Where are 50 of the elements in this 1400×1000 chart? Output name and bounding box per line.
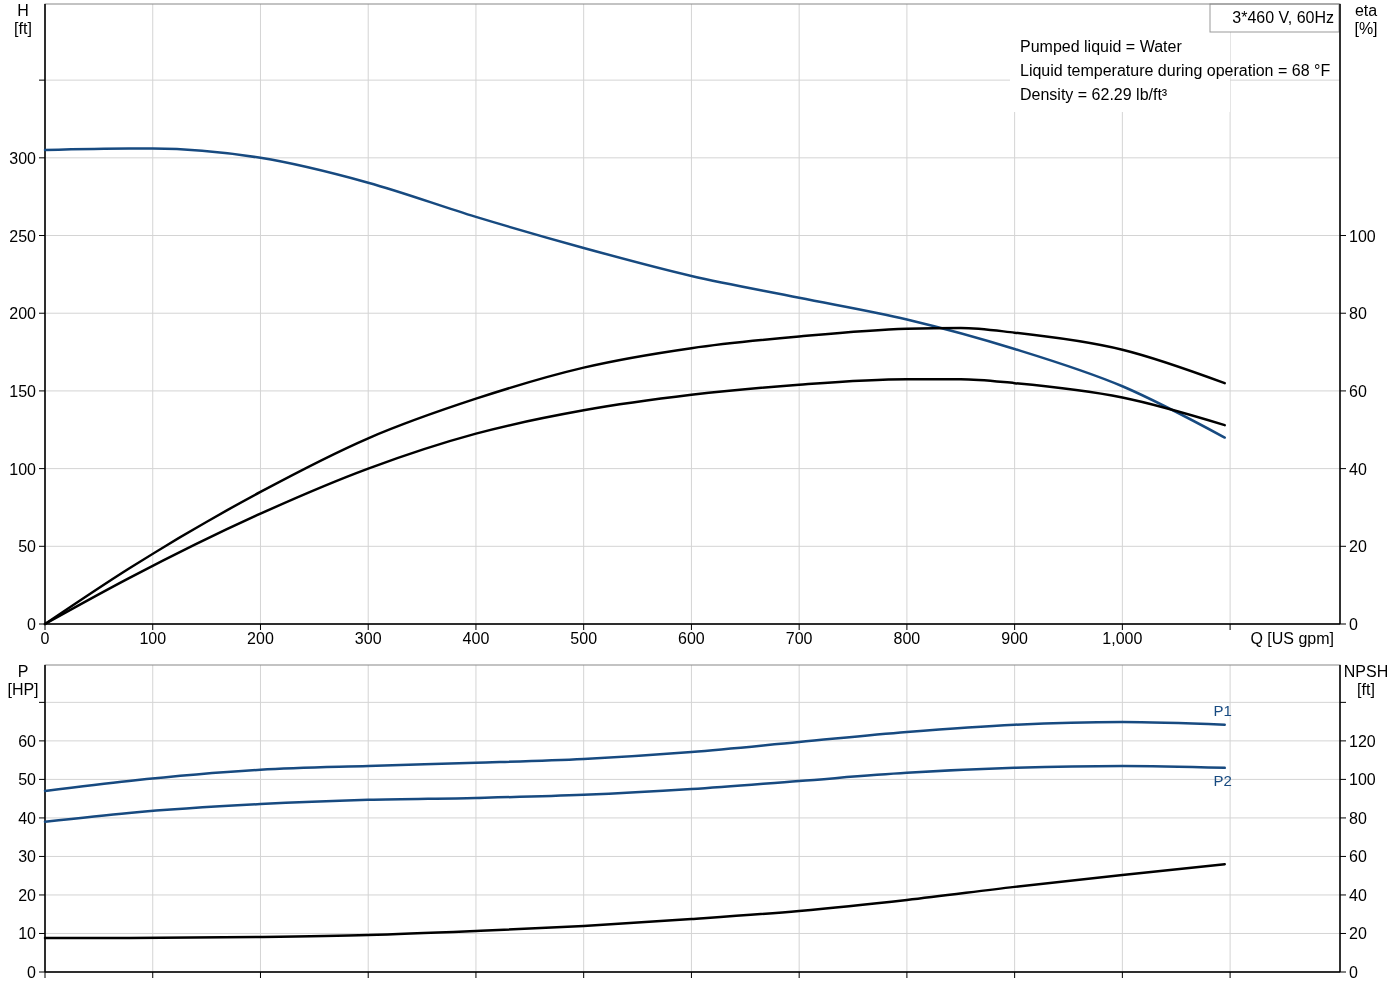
y2-tick-label: 0 — [1349, 616, 1358, 633]
y2-tick-label: 40 — [1349, 460, 1367, 478]
series-label: P2 — [1213, 771, 1232, 789]
x-tick-label: 900 — [1001, 630, 1029, 647]
x-tick-label: 100 — [139, 630, 167, 647]
annotation: Density = 62.29 lb/ft³ — [1020, 86, 1168, 103]
y-tick-label: 300 — [9, 149, 37, 167]
y-tick-label: 0 — [27, 616, 37, 633]
annotation: Pumped liquid = Water — [1020, 38, 1183, 55]
y2-axis-title: eta [%] — [1354, 2, 1378, 37]
y-tick-label: 50 — [18, 538, 37, 556]
x-tick-label: 700 — [785, 630, 813, 647]
x-tick-label: 0 — [40, 630, 50, 647]
y-tick-label: 100 — [9, 460, 37, 478]
y2-tick-label: 120 — [1349, 732, 1376, 750]
x-tick-label: 500 — [570, 630, 598, 647]
y2-tick-label: 60 — [1349, 382, 1367, 400]
y-tick-label: 40 — [18, 809, 37, 827]
annotation: Liquid temperature during operation = 68 °F — [1020, 62, 1331, 79]
y-tick-label: 50 — [18, 771, 37, 789]
y2-tick-label: 80 — [1349, 305, 1367, 323]
y-axis-title: H [ft] — [14, 2, 32, 37]
x-tick-label: 300 — [354, 630, 382, 647]
y2-tick-label: 20 — [1349, 925, 1367, 943]
line-series — [43, 147, 1226, 439]
y2-tick-label: 100 — [1349, 227, 1376, 245]
y2-tick-label: 20 — [1349, 538, 1367, 556]
y-tick-label: 250 — [9, 227, 37, 245]
y2-tick-label: 40 — [1349, 886, 1367, 904]
y-tick-label: 200 — [9, 305, 37, 323]
x-tick-label: 1,000 — [1102, 630, 1143, 647]
x-tick-label: 600 — [678, 630, 705, 647]
series-label: P1 — [1213, 701, 1232, 719]
annotation: 3*460 V, 60Hz — [1232, 9, 1334, 26]
x-tick-label: 800 — [893, 630, 921, 647]
y-tick-label: 0 — [27, 964, 37, 981]
y-tick-label: 20 — [18, 886, 37, 904]
y2-tick-label: 100 — [1349, 771, 1376, 789]
y-tick-label: 150 — [9, 382, 37, 400]
x-tick-label: 200 — [247, 630, 274, 647]
y-tick-label: 10 — [18, 925, 37, 943]
y2-tick-label: 0 — [1349, 964, 1358, 981]
y2-axis-title: NPSH [ft] — [1343, 663, 1389, 698]
y-tick-label: 60 — [18, 732, 37, 750]
x-tick-label: 400 — [462, 630, 490, 647]
x-axis-title: Q [US gpm] — [1250, 630, 1334, 647]
y-tick-label: 30 — [18, 848, 37, 866]
y2-tick-label: 80 — [1349, 809, 1367, 827]
y-axis-title: P [HP] — [7, 663, 39, 698]
y2-tick-label: 60 — [1349, 848, 1367, 866]
